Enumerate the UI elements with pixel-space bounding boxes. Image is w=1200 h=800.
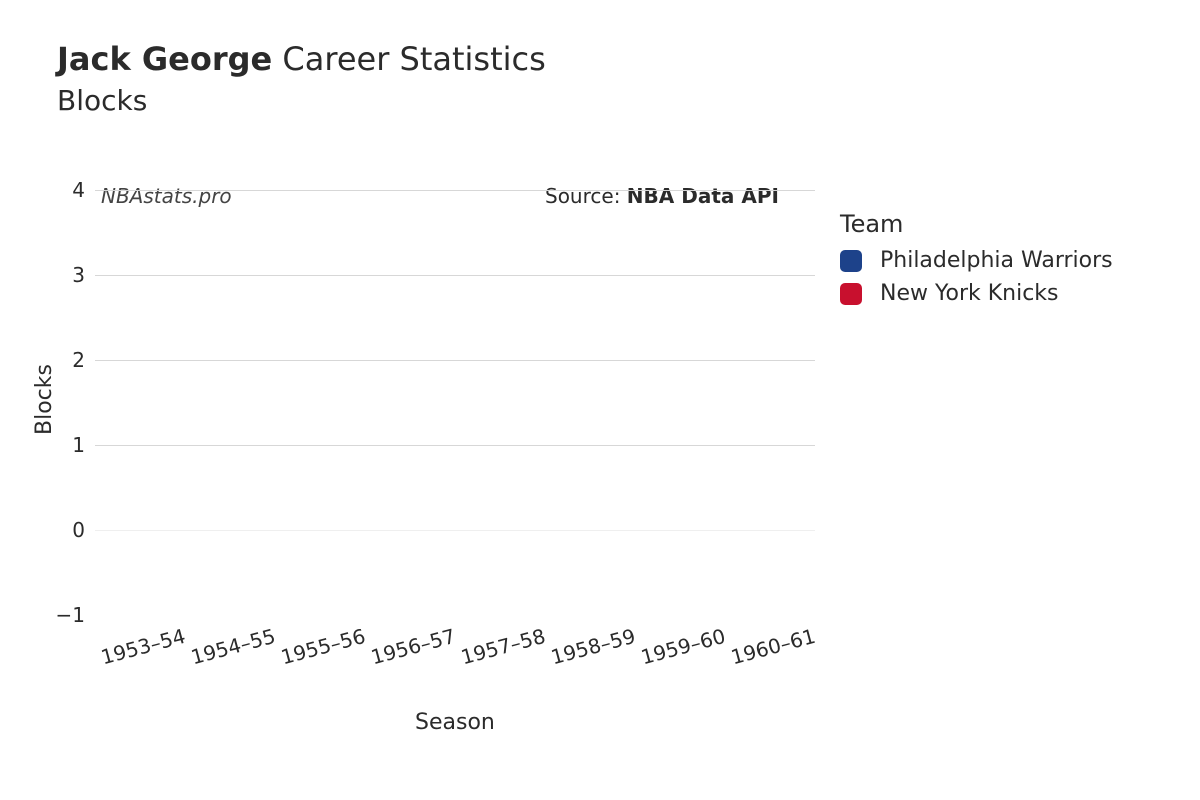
y-tick-label: 2 bbox=[72, 348, 85, 372]
legend-item-label: Philadelphia Warriors bbox=[880, 248, 1113, 273]
y-tick-label: 3 bbox=[72, 263, 85, 287]
legend-item: Philadelphia Warriors bbox=[840, 248, 1113, 273]
y-tick-label: 1 bbox=[72, 433, 85, 457]
x-tick-label: 1959–60 bbox=[638, 624, 728, 670]
legend: Team Philadelphia Warriors New York Knic… bbox=[840, 210, 1113, 314]
x-axis-label: Season bbox=[415, 710, 495, 735]
y-axis-label: Blocks bbox=[32, 364, 57, 435]
x-tick-label: 1960–61 bbox=[728, 624, 818, 670]
legend-title: Team bbox=[840, 210, 1113, 238]
gridline bbox=[95, 190, 815, 191]
gridline bbox=[95, 275, 815, 276]
y-tick-label: 0 bbox=[72, 518, 85, 542]
plot-area: NBAstats.pro Source: NBA Data API −10123… bbox=[95, 190, 815, 615]
gridline bbox=[95, 360, 815, 361]
legend-swatch-icon bbox=[840, 283, 862, 305]
title-player-name: Jack George bbox=[57, 40, 272, 78]
x-tick-label: 1958–59 bbox=[548, 624, 638, 670]
chart-subtitle: Blocks bbox=[57, 84, 546, 117]
watermark-text: NBAstats.pro bbox=[101, 184, 232, 208]
x-tick-label: 1954–55 bbox=[188, 624, 278, 670]
title-block: Jack George Career Statistics Blocks bbox=[57, 40, 546, 117]
chart-title: Jack George Career Statistics bbox=[57, 40, 546, 78]
gridline bbox=[95, 445, 815, 446]
legend-swatch-icon bbox=[840, 250, 862, 272]
x-tick-label: 1956–57 bbox=[368, 624, 458, 670]
x-tick-label: 1957–58 bbox=[458, 624, 548, 670]
source-name: NBA Data API bbox=[627, 184, 779, 208]
title-rest: Career Statistics bbox=[272, 40, 546, 78]
y-tick-label: −1 bbox=[56, 603, 85, 627]
y-tick-label: 4 bbox=[72, 178, 85, 202]
gridline bbox=[95, 530, 815, 531]
x-tick-label: 1955–56 bbox=[278, 624, 368, 670]
source-prefix: Source: bbox=[545, 184, 627, 208]
x-tick-label: 1953–54 bbox=[98, 624, 188, 670]
chart-canvas: Jack George Career Statistics Blocks NBA… bbox=[0, 0, 1200, 800]
source-text: Source: NBA Data API bbox=[545, 184, 779, 208]
legend-item-label: New York Knicks bbox=[880, 281, 1059, 306]
legend-item: New York Knicks bbox=[840, 281, 1113, 306]
